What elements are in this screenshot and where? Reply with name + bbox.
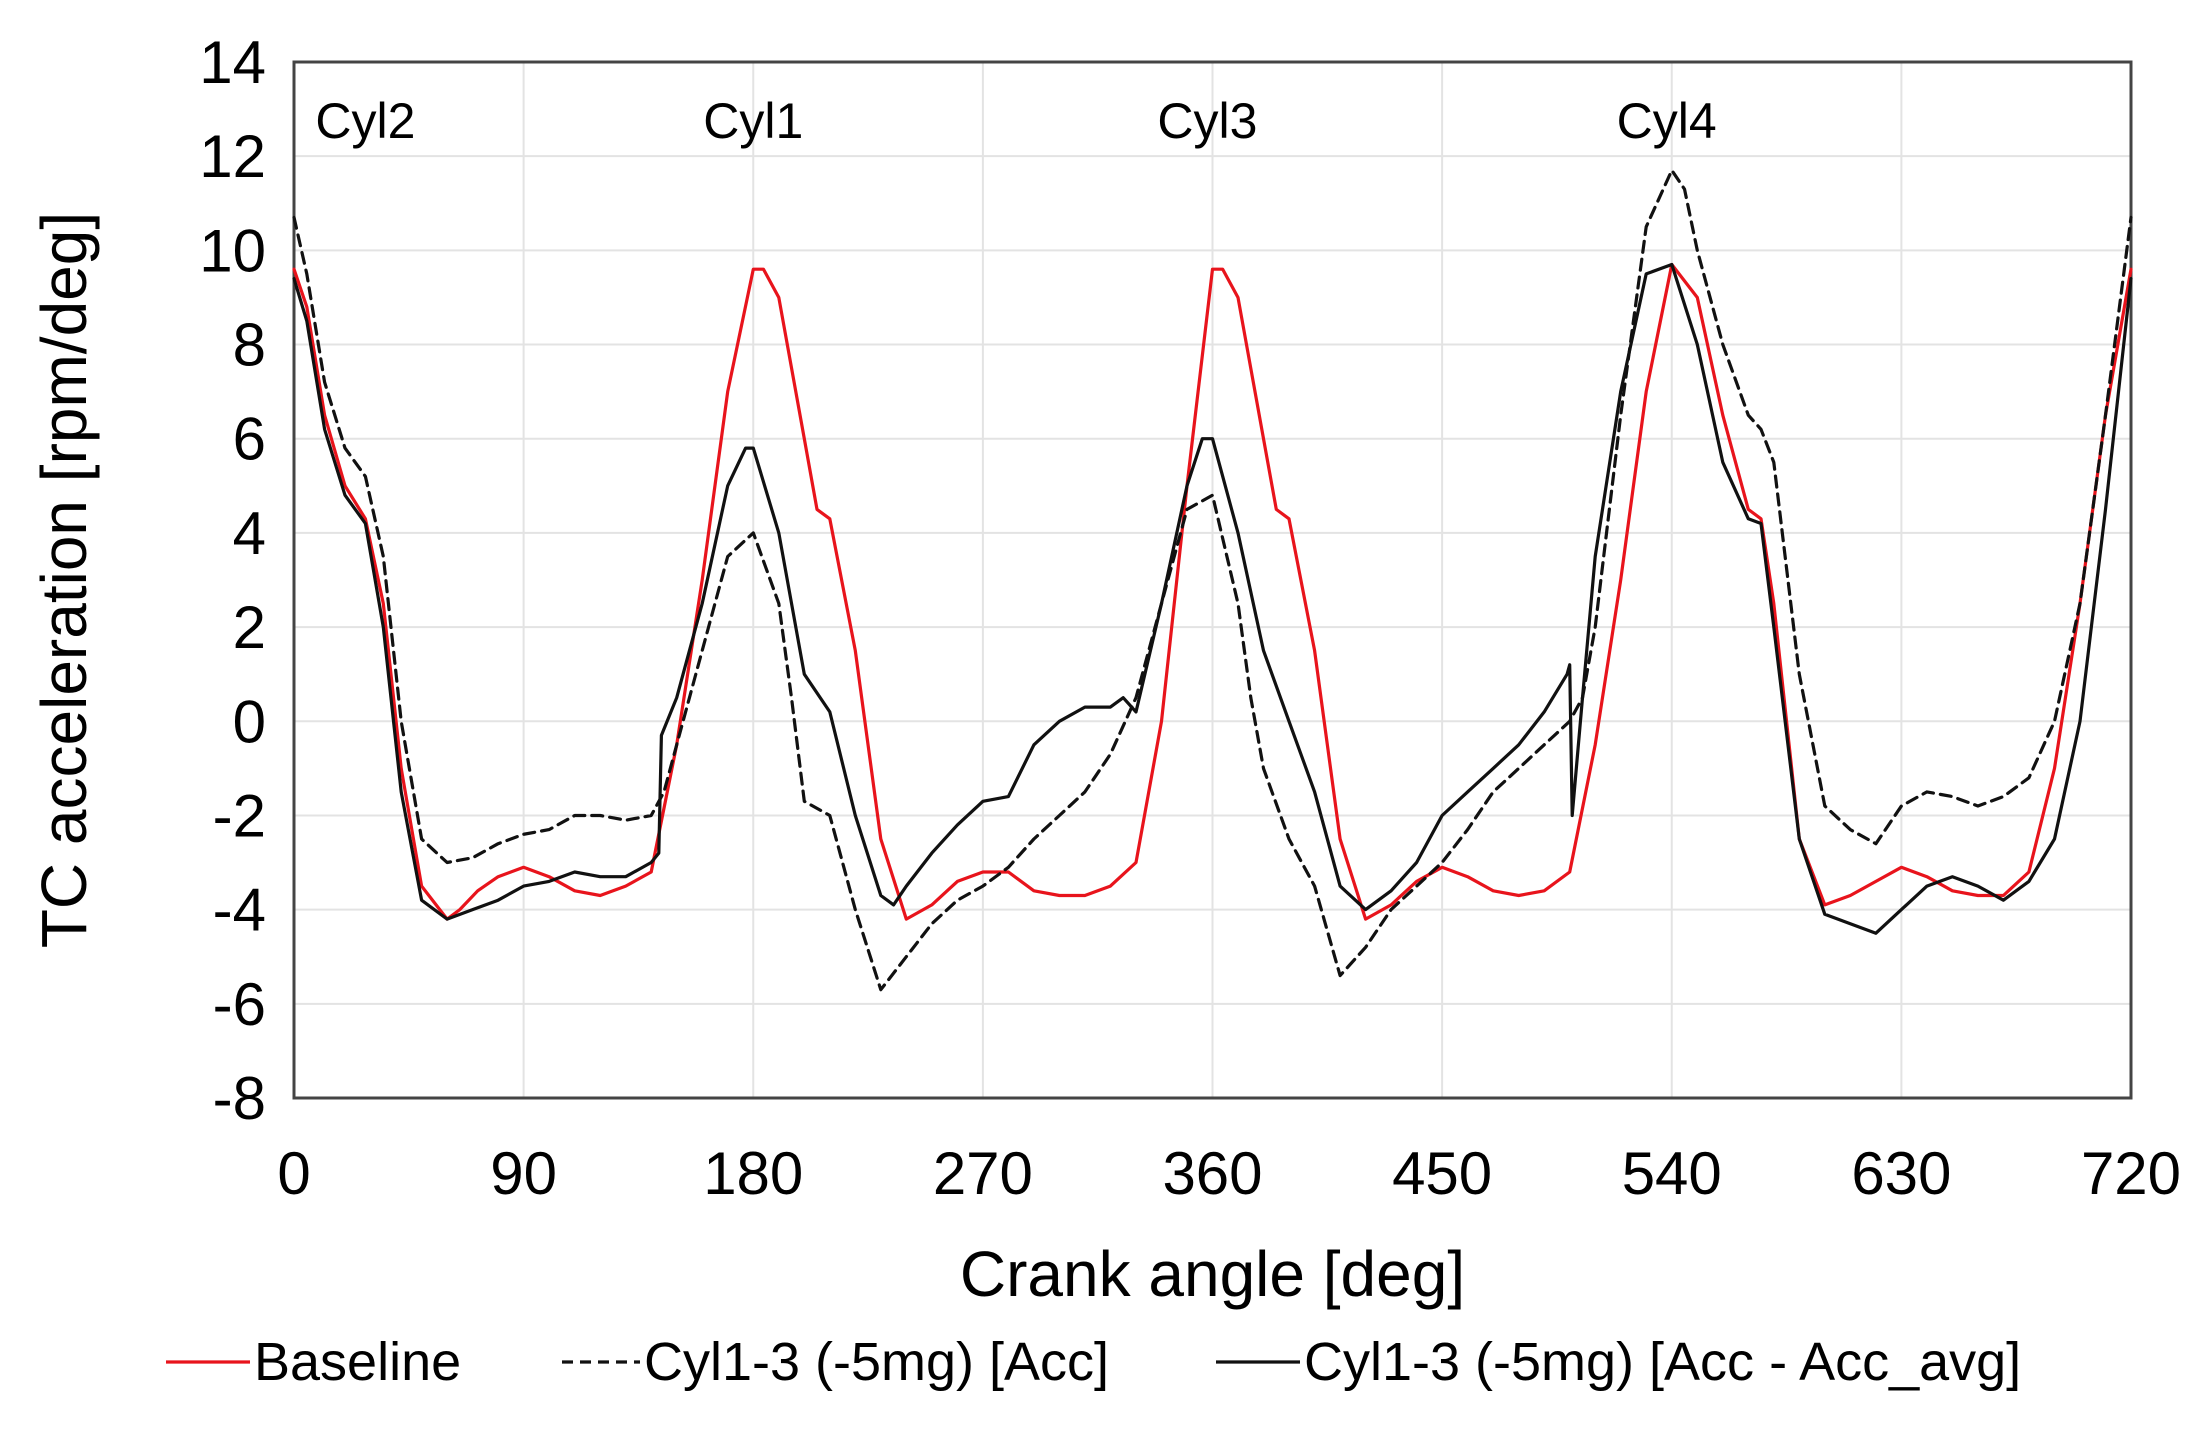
- series-line-2: [292, 168, 2133, 992]
- x-tick-label: 450: [1392, 1140, 1492, 1207]
- y-tick-label: 12: [199, 123, 266, 190]
- x-tick-label: 90: [490, 1140, 557, 1207]
- y-tick-label: 2: [233, 594, 266, 661]
- x-tick-label: 270: [933, 1140, 1033, 1207]
- y-tick-label: -2: [213, 782, 266, 849]
- legend-label: Cyl1-3 (-5mg) [Acc - Acc_avg]: [1304, 1332, 2021, 1392]
- x-tick-label: 180: [703, 1140, 803, 1207]
- series-group: [292, 168, 2133, 992]
- x-tick-label: 0: [277, 1140, 310, 1207]
- legend-label: Baseline: [254, 1332, 461, 1392]
- y-tick-label: 14: [199, 29, 266, 96]
- y-tick-label: 4: [233, 500, 266, 567]
- y-tick-label: -8: [213, 1065, 266, 1132]
- y-tick-label: 6: [233, 406, 266, 473]
- y-tick-label: -4: [213, 877, 266, 944]
- y-tick-label: -6: [213, 971, 266, 1038]
- y-tick-label: 10: [199, 217, 266, 284]
- cylinder-annotations: Cyl2 Cyl1 Cyl3 Cyl4: [315, 93, 1716, 149]
- y-axis-title: TC acceleration [rpm/deg]: [28, 212, 100, 948]
- x-axis-title: Crank angle [deg]: [960, 1238, 1465, 1310]
- x-axis-ticks: 0 90 180 270 360 450 540 630 720: [277, 1140, 2181, 1207]
- plot-area-frame: [292, 60, 2133, 1100]
- x-tick-label: 720: [2081, 1140, 2181, 1207]
- y-tick-label: 8: [233, 312, 266, 379]
- x-tick-label: 360: [1162, 1140, 1262, 1207]
- x-tick-label: 630: [1851, 1140, 1951, 1207]
- cylinder-label: Cyl2: [315, 93, 415, 149]
- series-line-3: [292, 262, 2133, 935]
- x-tick-label: 540: [1622, 1140, 1722, 1207]
- y-tick-label: 0: [233, 688, 266, 755]
- grid: [293, 61, 2132, 1099]
- y-axis-ticks: -8 -6 -4 -2 0 2 4 6 8 10 12 14: [199, 29, 266, 1132]
- cylinder-label: Cyl1: [703, 93, 803, 149]
- legend: Baseline Cyl1-3 (-5mg) [Acc] Cyl1-3 (-5mg)…: [166, 1332, 2021, 1392]
- legend-label: Cyl1-3 (-5mg) [Acc]: [644, 1332, 1109, 1392]
- cylinder-label: Cyl3: [1157, 93, 1257, 149]
- cylinder-label: Cyl4: [1617, 93, 1717, 149]
